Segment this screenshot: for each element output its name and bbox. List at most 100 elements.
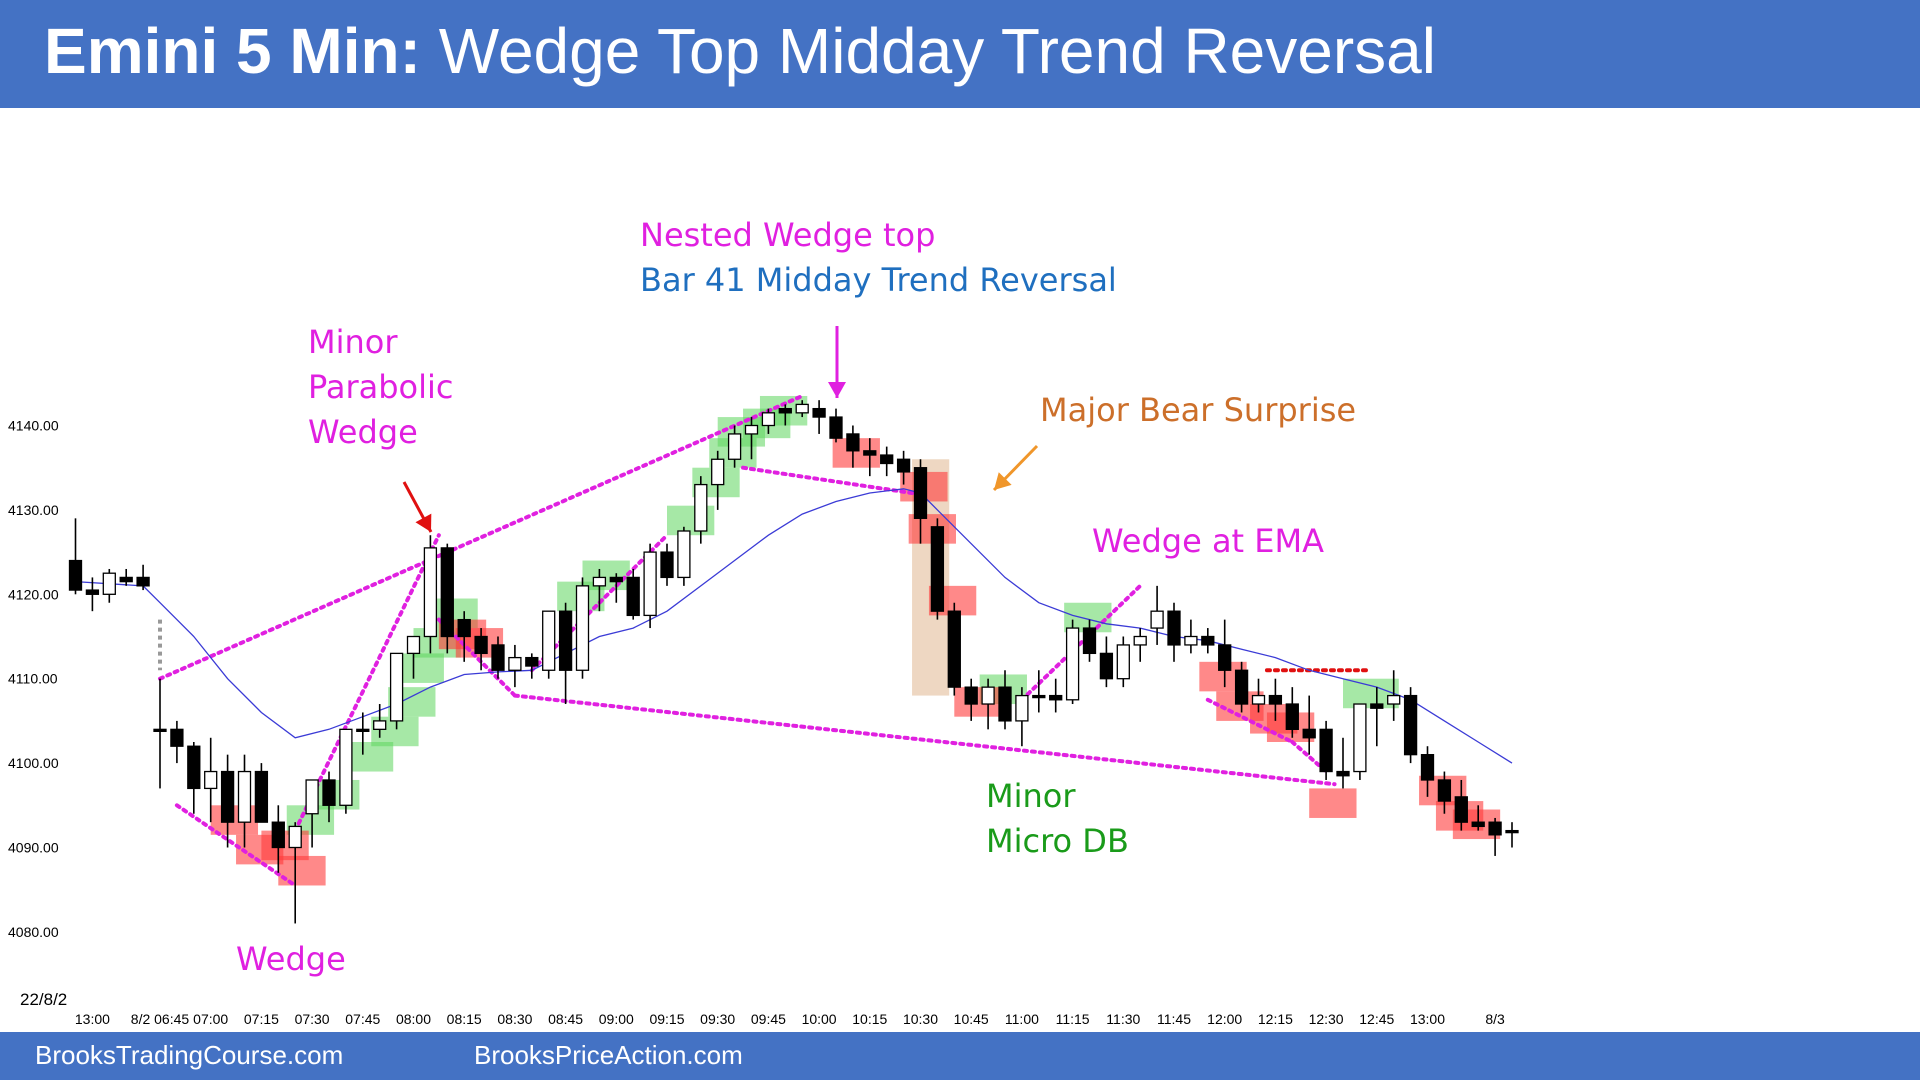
x-tick-label: 09:45 <box>751 1011 786 1027</box>
candle-body <box>1302 728 1316 739</box>
candle-body <box>1032 694 1046 699</box>
candle-body <box>1505 829 1519 834</box>
x-tick-label: 09:15 <box>649 1011 684 1027</box>
candle-body <box>1353 703 1367 773</box>
annotation-minor-parabolic: Minor Parabolic Wedge <box>308 320 454 455</box>
x-tick-label: 11:45 <box>1157 1011 1191 1027</box>
candle-body <box>930 526 945 612</box>
candle-body <box>609 576 623 583</box>
candle-body <box>271 821 285 849</box>
candle-body <box>1234 669 1249 705</box>
candle-body <box>558 610 573 671</box>
candle-body <box>1319 728 1333 773</box>
candle-body <box>1488 821 1502 836</box>
candle-body <box>491 644 505 671</box>
y-tick-label: 4120.00 <box>8 586 59 602</box>
trendline <box>741 465 915 496</box>
bear-highlight <box>278 855 326 886</box>
candle-body <box>1268 694 1283 705</box>
candle-body <box>356 728 370 732</box>
candle-body <box>187 745 201 790</box>
arrow-bear-surprise-head <box>994 472 1012 490</box>
bull-highlight <box>396 653 444 683</box>
candle-body <box>947 610 961 688</box>
candle-body <box>204 770 218 790</box>
x-tick-label: 12:30 <box>1309 1011 1344 1027</box>
candle-body <box>643 551 657 617</box>
candle-body <box>761 412 776 427</box>
candle-body <box>68 559 83 591</box>
arrow-nested-wedge-head <box>828 382 846 398</box>
highlight-layer <box>210 395 1501 886</box>
x-tick-label: 08:00 <box>396 1011 431 1027</box>
x-tick-label: 12:00 <box>1207 1011 1242 1027</box>
candle-body <box>1150 610 1164 629</box>
x-tick-label: 8/3 <box>1485 1011 1505 1027</box>
annotation-line: Parabolic <box>308 368 454 406</box>
candle-body <box>288 825 302 849</box>
candle-body <box>744 424 759 435</box>
y-tick-label: 4130.00 <box>8 502 59 518</box>
annotation-nested-wedge: Nested Wedge top <box>640 216 936 254</box>
x-tick-label: 07:00 <box>193 1011 228 1027</box>
x-tick-label: 07:15 <box>244 1011 279 1027</box>
y-tick-label: 4110.00 <box>8 671 58 687</box>
candle-body <box>575 585 590 671</box>
ema-line <box>75 488 1513 764</box>
x-tick-label: 13:00 <box>1410 1011 1445 1027</box>
y-tick-label: 4140.00 <box>8 418 59 434</box>
bear-highlight <box>1309 788 1357 818</box>
candle-body <box>1403 694 1418 756</box>
candle-body <box>153 728 167 732</box>
candle-body <box>474 635 488 655</box>
x-tick-label: 10:15 <box>852 1011 887 1027</box>
candle-body <box>339 728 353 806</box>
candle-body <box>1167 610 1181 646</box>
candle-body <box>85 589 100 595</box>
candle-body <box>829 416 843 439</box>
candle-body <box>1015 694 1029 722</box>
candle-body <box>863 450 877 456</box>
annotation-minor-micro: Minor Micro DB <box>986 774 1129 864</box>
trendline <box>1205 697 1295 744</box>
x-tick-label: 10:30 <box>903 1011 938 1027</box>
candle-body <box>542 610 556 671</box>
candle-body <box>626 576 640 617</box>
title-bold: Emini 5 Min: <box>44 15 421 87</box>
x-tick-label: 11:30 <box>1106 1011 1140 1027</box>
footer-link-course[interactable]: BrooksTradingCourse.com <box>35 1040 344 1070</box>
trendline <box>174 803 298 888</box>
x-tick-label: 11:00 <box>1005 1011 1039 1027</box>
candle-body <box>237 770 252 823</box>
y-tick-label: 4100.00 <box>8 755 59 771</box>
candle-body <box>1437 779 1452 802</box>
candle-body <box>1082 627 1097 655</box>
x-tick-label: 10:45 <box>954 1011 989 1027</box>
candle-body <box>170 728 184 747</box>
x-tick-label: 11:15 <box>1056 1011 1090 1027</box>
x-tick-label: 08:45 <box>548 1011 583 1027</box>
candle-body <box>1065 627 1080 701</box>
candle-body <box>1285 703 1299 730</box>
candle-body <box>1099 652 1114 680</box>
candle-body <box>1336 770 1350 777</box>
y-tick-label: 4080.00 <box>8 924 59 940</box>
footer-link-priceaction[interactable]: BrooksPriceAction.com <box>474 1040 743 1070</box>
x-tick-label: 09:30 <box>700 1011 735 1027</box>
bull-highlight <box>582 560 630 591</box>
candle-body <box>322 779 336 806</box>
candle-body <box>1387 694 1401 705</box>
candle-body <box>423 547 438 638</box>
candle-body <box>305 779 319 815</box>
ema-layer <box>75 488 1513 764</box>
x-tick-label: 08:30 <box>497 1011 532 1027</box>
x-tick-label: 8/2 06:45 <box>131 1011 190 1027</box>
footer-bar: BrooksTradingCourse.com BrooksPriceActio… <box>0 1032 1920 1080</box>
candle-body <box>1471 821 1485 828</box>
candle-body <box>812 407 826 418</box>
x-tick-label: 09:00 <box>599 1011 634 1027</box>
candle-body <box>254 770 269 823</box>
candle-body <box>1133 635 1147 646</box>
candle-body <box>677 530 691 579</box>
candle-body <box>457 618 471 638</box>
